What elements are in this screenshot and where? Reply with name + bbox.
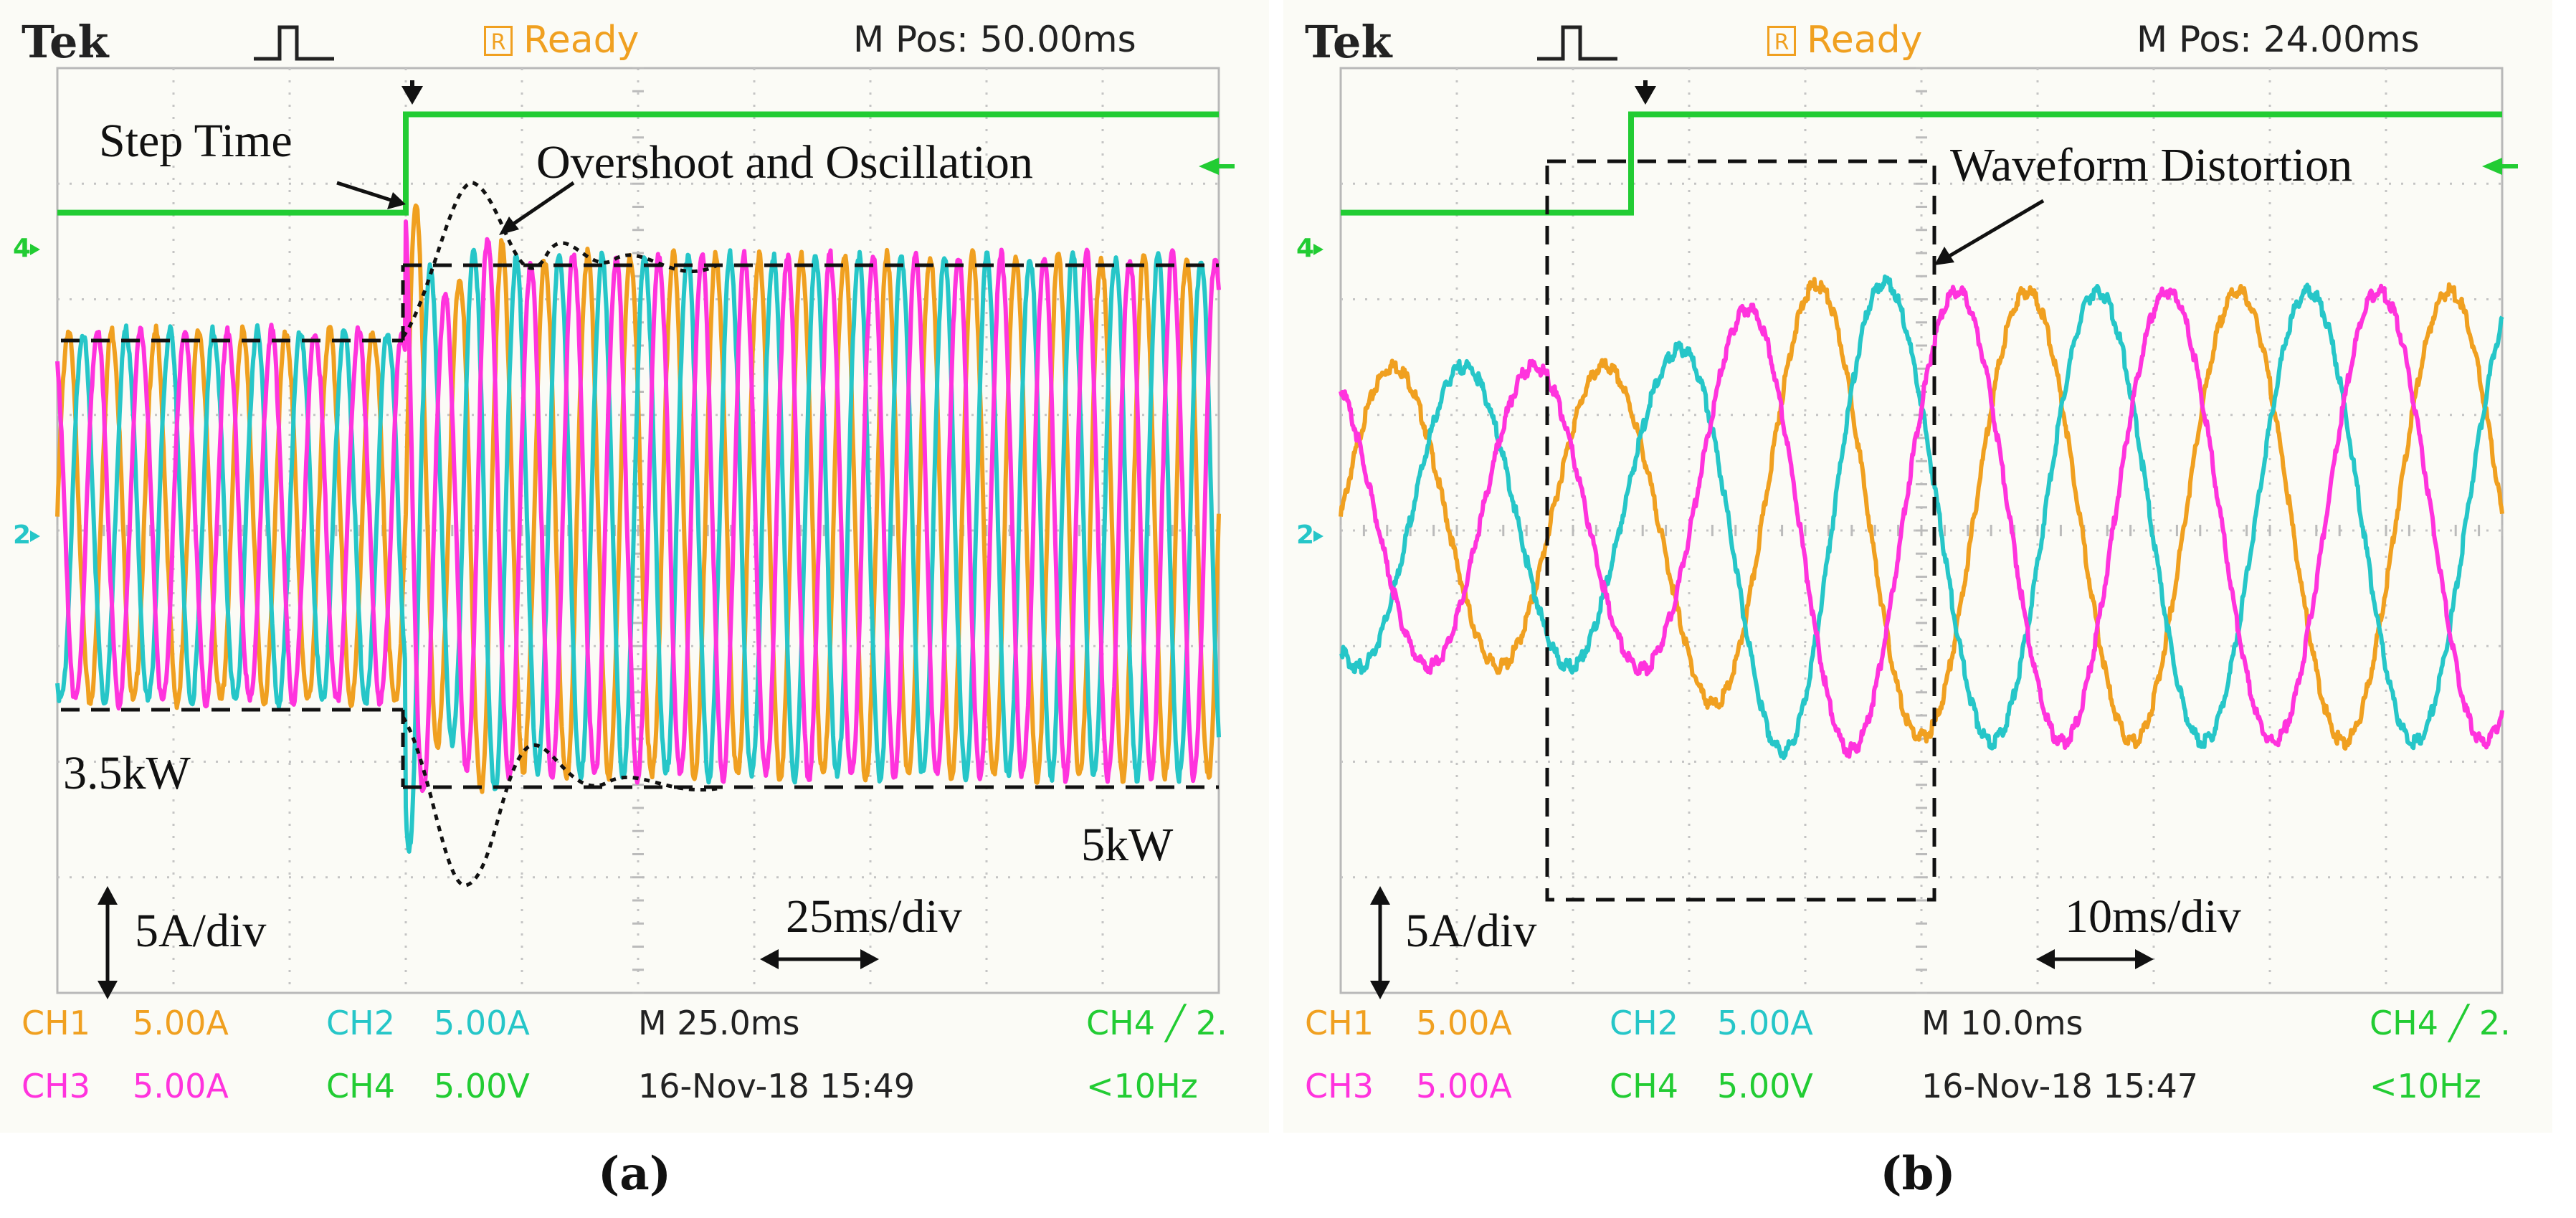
distortion-box: [1545, 159, 1936, 902]
ch3-label: CH3: [1305, 1067, 1374, 1105]
scope-plot-a: 4 2: [13, 67, 1235, 999]
ready-badge: R: [1767, 26, 1796, 56]
ch4-label: CH4: [1610, 1067, 1678, 1105]
hscale-label: 10ms/div: [2065, 890, 2241, 943]
trigger-arrow-down: [401, 86, 423, 105]
svg-text:2: 2: [13, 520, 31, 550]
annotations-a: Step Time Overshoot and Oscillation 3.5k…: [61, 115, 1219, 999]
trigger-level-arrow: [1199, 158, 1219, 175]
datetime: 16-Nov-18 15:49: [638, 1067, 915, 1105]
hscale-label: 25ms/div: [786, 890, 962, 943]
vscale-label: 5A/div: [135, 905, 266, 957]
ch3-label: CH3: [22, 1067, 90, 1105]
horizontal-position: M Pos: 50.00ms: [853, 19, 1136, 60]
ch2-label: CH2: [1610, 1004, 1678, 1042]
step-time-label: Step Time: [99, 115, 293, 167]
scope-screen-b: Tek R Ready M Pos: 24.00ms 4 2: [1283, 0, 2552, 1133]
ch3-scale: 5.00A: [1416, 1067, 1512, 1105]
ch1-label: CH1: [22, 1004, 90, 1042]
acquisition-status: Ready: [1807, 19, 1923, 62]
ch4-marker: 4: [1296, 234, 1323, 263]
scope-plot-b: 4 2 Waveform Distortion 5A/div: [1296, 67, 2518, 999]
ch2-marker: 2: [1296, 520, 1323, 550]
tek-logo: Tek: [1305, 16, 1392, 68]
caption-a: (a): [597, 1147, 672, 1201]
ch2-marker: 2: [13, 520, 40, 550]
freq-readout: <10Hz: [1086, 1067, 1198, 1105]
ch1-scale: 5.00A: [133, 1004, 229, 1042]
power-before-label: 3.5kW: [63, 747, 191, 799]
datetime: 16-Nov-18 15:47: [1921, 1067, 2198, 1105]
waveforms-b: [1339, 111, 2504, 761]
svg-text:2: 2: [1296, 520, 1314, 550]
ch1-scale: 5.00A: [1416, 1004, 1512, 1042]
waveform-ch3: [1339, 283, 2504, 759]
ready-badge: R: [484, 26, 513, 56]
caption-b: (b): [1880, 1147, 1956, 1201]
horizontal-position: M Pos: 24.00ms: [2137, 19, 2420, 60]
trigger-pulse-icon: [254, 25, 334, 61]
waveform-ch2: [55, 247, 1221, 854]
power-after-label: 5kW: [1081, 819, 1174, 871]
acquisition-status: Ready: [523, 19, 640, 62]
overshoot-label: Overshoot and Oscillation: [536, 136, 1033, 189]
annotations-b: Waveform Distortion 5A/div 10ms/div: [1370, 139, 2352, 999]
svg-text:4: 4: [1296, 234, 1314, 263]
svg-text:4: 4: [13, 234, 31, 263]
vscale-label: 5A/div: [1405, 905, 1536, 957]
tek-logo: Tek: [22, 16, 109, 68]
ch2-scale: 5.00A: [434, 1004, 530, 1042]
panel-b: Tek R Ready M Pos: 24.00ms 4 2: [1283, 0, 2552, 1218]
ch4-scale: 5.00V: [1717, 1067, 1813, 1105]
overshoot-envelope-top: [401, 181, 718, 338]
waveform-ch4-step: [57, 111, 1219, 216]
ch3-scale: 5.00A: [133, 1067, 229, 1105]
ch2-label: CH2: [326, 1004, 395, 1042]
ch4-label: CH4: [326, 1067, 395, 1105]
freq-readout: <10Hz: [2370, 1067, 2481, 1105]
distortion-label: Waveform Distortion: [1950, 139, 2352, 191]
trigger-readout: CH4 ╱ 2.: [2370, 1004, 2511, 1042]
ch4-scale: 5.00V: [434, 1067, 530, 1105]
scope-screen-a: Tek R Ready M Pos: 50.00ms 4 2: [0, 0, 1269, 1133]
graticule-b: [1339, 67, 2504, 994]
timebase: M 25.0ms: [638, 1004, 800, 1042]
ch1-label: CH1: [1305, 1004, 1374, 1042]
trigger-arrow-down: [1635, 86, 1656, 105]
ch4-marker: 4: [13, 234, 40, 263]
timebase: M 10.0ms: [1921, 1004, 2083, 1042]
ch2-scale: 5.00A: [1717, 1004, 1813, 1042]
trigger-level-arrow: [2482, 158, 2502, 175]
waveform-ch4-step: [1341, 111, 2502, 216]
trigger-readout: CH4 ╱ 2.: [1086, 1004, 1227, 1042]
panel-a: Tek R Ready M Pos: 50.00ms 4 2: [0, 0, 1269, 1218]
trigger-pulse-icon: [1537, 25, 1617, 61]
